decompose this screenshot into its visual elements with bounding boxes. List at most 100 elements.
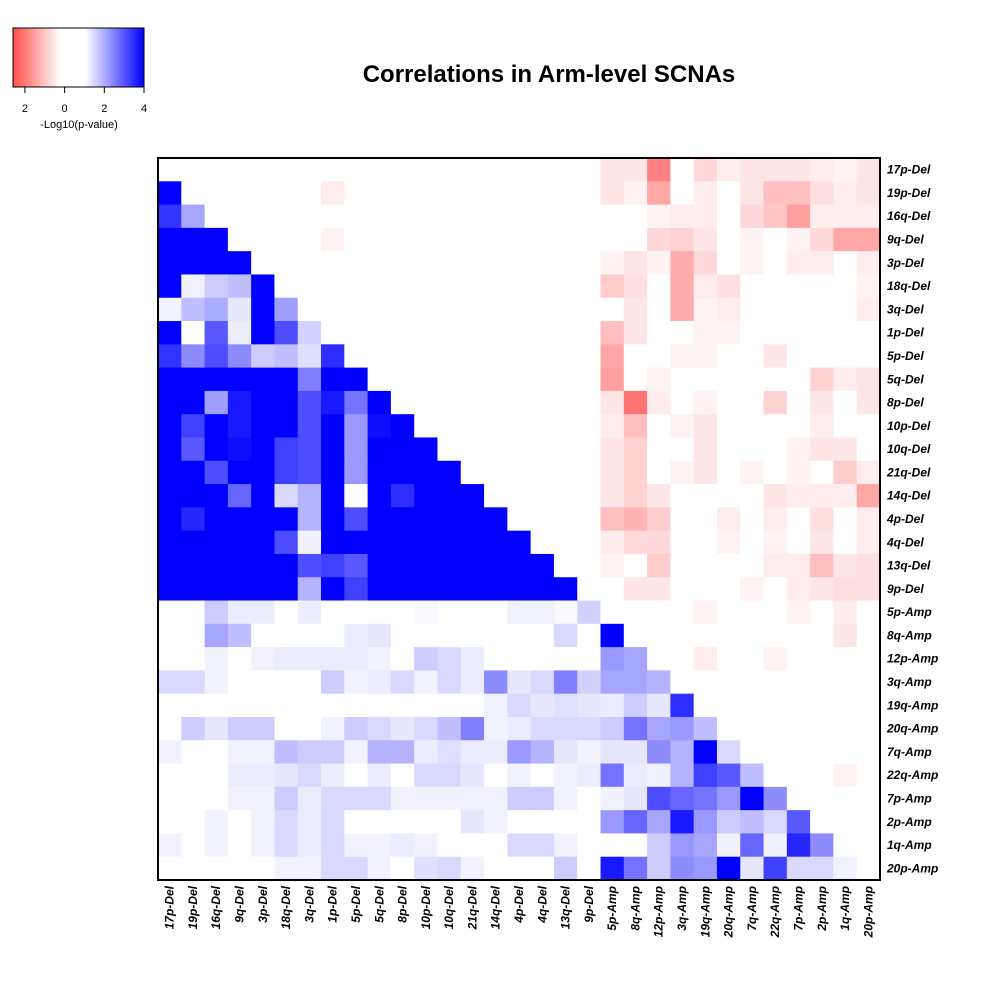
heatmap-cell	[297, 390, 322, 415]
heatmap-cell	[577, 251, 602, 276]
heatmap-cell	[297, 647, 322, 671]
heatmap-cell	[414, 507, 439, 532]
heatmap-cell	[414, 158, 439, 182]
heatmap-cell	[716, 437, 741, 462]
heatmap-cell	[763, 367, 788, 392]
heatmap-cell	[437, 577, 462, 602]
heatmap-cell	[693, 786, 718, 811]
heatmap-cell	[553, 484, 578, 508]
heatmap-cell	[623, 553, 648, 578]
heatmap-cell	[810, 204, 835, 229]
heatmap-cell	[251, 507, 276, 532]
heatmap-cell	[507, 158, 532, 182]
heatmap-cell	[460, 484, 485, 508]
heatmap-cell	[414, 600, 439, 625]
heatmap-cell	[763, 810, 788, 835]
heatmap-cell	[833, 786, 858, 811]
heatmap-cell	[786, 344, 811, 369]
heatmap-cell	[810, 763, 835, 788]
column-label: 3q-Del	[302, 885, 316, 922]
heatmap-cell	[786, 227, 811, 252]
heatmap-cell	[321, 204, 345, 229]
heatmap-cell	[297, 856, 322, 881]
heatmap-cell	[763, 227, 788, 252]
heatmap-cell	[460, 577, 485, 602]
heatmap-cell	[437, 251, 462, 276]
heatmap-cell	[623, 437, 648, 462]
heatmap-cell	[577, 367, 602, 392]
heatmap-cell	[647, 810, 671, 835]
heatmap-cell	[414, 693, 439, 718]
heatmap-cell	[553, 321, 578, 345]
heatmap-cell	[390, 693, 415, 718]
heatmap-cell	[414, 786, 439, 811]
heatmap-cell	[577, 716, 602, 741]
heatmap-cell	[693, 274, 718, 299]
heatmap-cell	[693, 414, 718, 439]
heatmap-cell	[297, 716, 322, 741]
heatmap-cell	[158, 437, 182, 462]
legend-tick-label: 2	[22, 103, 28, 115]
heatmap-cell	[390, 227, 415, 252]
heatmap-cell	[670, 181, 695, 206]
heatmap-cell	[856, 623, 881, 648]
heatmap-cell	[623, 833, 648, 858]
heatmap-cell	[693, 833, 718, 858]
heatmap-cell	[460, 763, 485, 788]
heatmap-cell	[763, 716, 788, 741]
heatmap-cell	[810, 344, 835, 369]
row-label: 7q-Amp	[887, 745, 932, 759]
heatmap-cell	[647, 344, 671, 369]
heatmap-cell	[530, 507, 555, 532]
heatmap-cell	[693, 181, 718, 206]
heatmap-cell	[227, 530, 252, 555]
heatmap-cell	[553, 740, 578, 765]
heatmap-cell	[600, 251, 625, 276]
heatmap-cell	[833, 553, 858, 578]
heatmap-cell	[693, 227, 718, 252]
heatmap-cell	[321, 786, 345, 811]
heatmap-cell	[577, 810, 602, 835]
heatmap-cell	[484, 786, 508, 811]
heatmap-cell	[437, 670, 462, 695]
heatmap-cell	[367, 763, 392, 788]
heatmap-cell	[716, 321, 741, 345]
heatmap-cell	[204, 623, 229, 648]
heatmap-cell	[437, 623, 462, 648]
heatmap-cell	[321, 810, 345, 835]
heatmap-cell	[274, 763, 299, 788]
heatmap-cell	[763, 833, 788, 858]
heatmap-cell	[833, 716, 858, 741]
heatmap-cell	[670, 437, 695, 462]
heatmap-cell	[810, 530, 835, 555]
heatmap-cell	[740, 227, 765, 252]
heatmap-cell	[507, 530, 532, 555]
heatmap-cell	[623, 204, 648, 229]
heatmap-cell	[414, 670, 439, 695]
heatmap-cell	[623, 390, 648, 415]
heatmap-cell	[716, 623, 741, 648]
heatmap-cell	[227, 274, 252, 299]
heatmap-cell	[647, 460, 671, 485]
heatmap-cell	[251, 484, 276, 508]
heatmap-cell	[344, 227, 369, 252]
heatmap-cell	[623, 600, 648, 625]
heatmap-cell	[460, 507, 485, 532]
heatmap-cell	[344, 460, 369, 485]
heatmap-cell	[600, 390, 625, 415]
heatmap-cell	[204, 390, 229, 415]
heatmap-cell	[600, 577, 625, 602]
heatmap-cell	[856, 390, 881, 415]
heatmap-cell	[227, 251, 252, 276]
heatmap-cell	[507, 484, 532, 508]
heatmap-cell	[763, 600, 788, 625]
column-label: 1q-Amp	[838, 886, 852, 931]
heatmap-cell	[716, 693, 741, 718]
heatmap-cell	[437, 647, 462, 671]
heatmap-cell	[414, 227, 439, 252]
heatmap-cell	[251, 623, 276, 648]
heatmap-cell	[623, 251, 648, 276]
heatmap-cell	[600, 530, 625, 555]
heatmap-cell	[437, 763, 462, 788]
heatmap-cell	[623, 530, 648, 555]
